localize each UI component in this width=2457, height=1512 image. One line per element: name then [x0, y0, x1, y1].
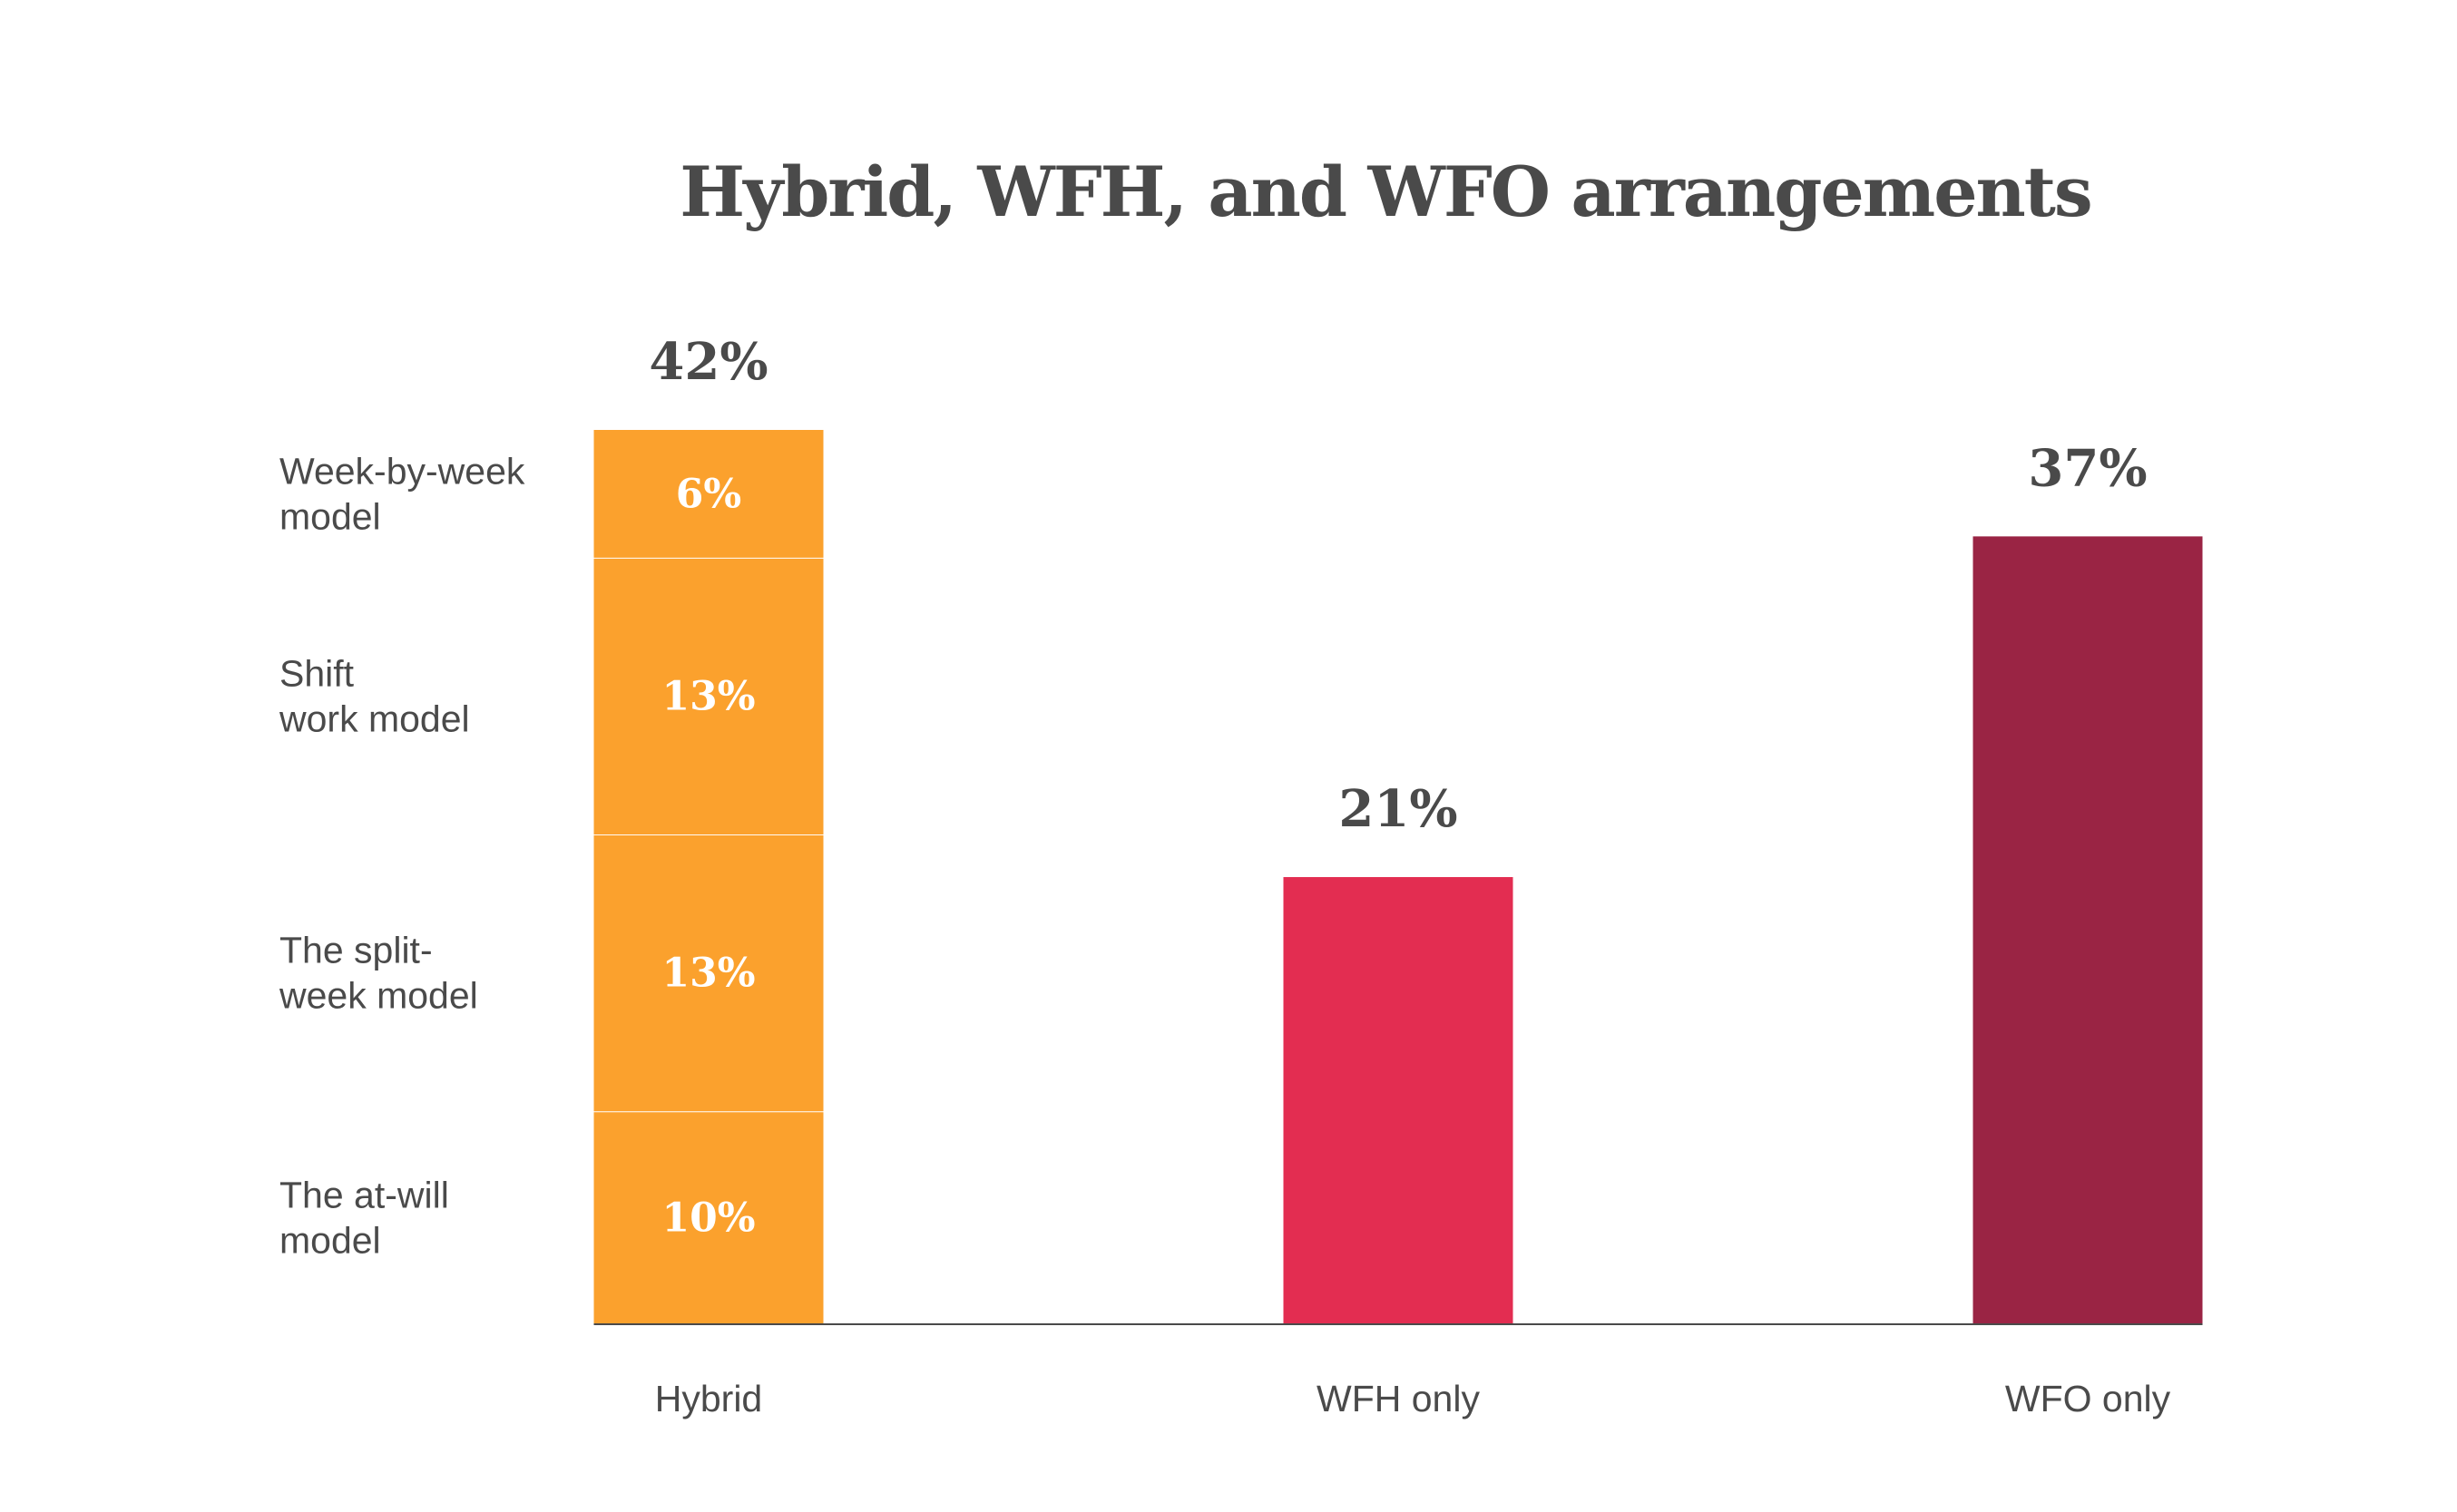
segment-value-label: 13% — [661, 673, 755, 719]
x-tick-label: WFH only — [1317, 1378, 1480, 1419]
chart-title: Hybrid, WFH, and WFO arrangements — [680, 151, 2090, 232]
segment-value-label: 10% — [661, 1195, 755, 1242]
bar-total-label: 21% — [1338, 779, 1457, 839]
x-tick-label: Hybrid — [655, 1378, 762, 1419]
x-tick-label: WFO only — [2005, 1378, 2171, 1419]
bar-segment — [593, 430, 824, 558]
bar — [1972, 536, 2203, 1324]
segment-name-label: Week-by-week — [279, 450, 525, 492]
segment-value-label: 6% — [676, 471, 741, 517]
segment-name-label: work model — [279, 697, 470, 739]
segment-name-label: week model — [279, 975, 478, 1017]
bar-segment — [593, 834, 824, 1112]
bar-segment — [593, 557, 824, 835]
segment-name-label: model — [279, 495, 381, 537]
bar-segment — [593, 1111, 824, 1324]
segment-name-label: Shift — [279, 652, 355, 694]
segment-name-label: The split- — [279, 930, 433, 971]
segment-name-label: The at-will — [279, 1175, 449, 1216]
segment-value-label: 13% — [661, 951, 755, 997]
bar-total-label: 42% — [649, 332, 768, 392]
bar — [1283, 877, 1513, 1324]
bar-total-label: 37% — [2028, 438, 2147, 498]
segment-name-label: model — [279, 1220, 381, 1262]
